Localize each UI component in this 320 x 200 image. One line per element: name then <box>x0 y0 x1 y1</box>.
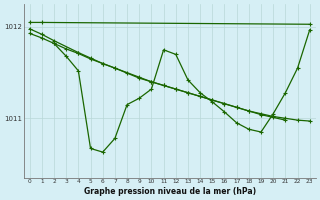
X-axis label: Graphe pression niveau de la mer (hPa): Graphe pression niveau de la mer (hPa) <box>84 187 256 196</box>
